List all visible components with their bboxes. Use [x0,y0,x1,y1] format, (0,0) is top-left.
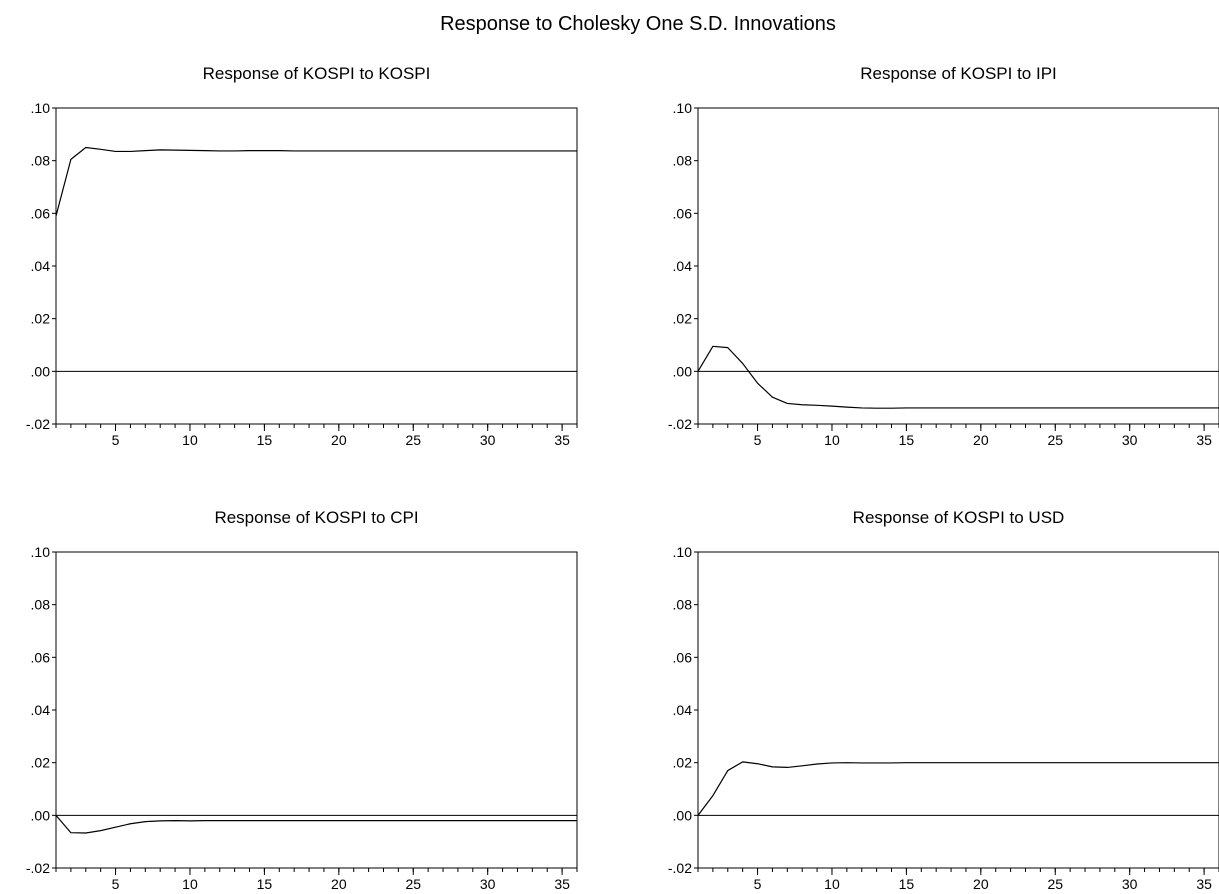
y-tick-label: .04 [673,258,693,274]
plot-frame [697,551,1219,869]
y-tick-label: .08 [673,153,693,169]
x-tick-label: 5 [112,432,120,448]
y-tick-label: .02 [31,311,51,327]
response-line [55,146,577,217]
x-tick-label: 35 [1196,876,1212,892]
response-line [55,814,577,834]
x-tick-label: 10 [824,432,840,448]
chart-panel-3: Response of KOSPI to CPI -.02 .00 .02 .04 .06… [26,508,578,892]
figure-title: Response to Cholesky One S.D. Innovation… [440,13,836,35]
x-tick-label: 30 [1122,432,1138,448]
x-tick-label: 30 [480,432,496,448]
x-tick-label: 5 [754,876,762,892]
y-tick-label: -.02 [668,416,692,432]
y-tick-label: .10 [31,100,51,116]
y-tick-label: .02 [31,755,51,771]
y-tick-label: .00 [31,807,51,823]
panel-title: Response of KOSPI to KOSPI [203,64,431,83]
plot-frame [697,107,1219,425]
x-tick-label: 25 [405,876,421,892]
x-tick-label: 15 [257,432,273,448]
panel-title: Response of KOSPI to USD [853,508,1065,527]
x-tick-label: 15 [257,876,273,892]
y-tick-label: -.02 [26,416,50,432]
y-tick-label: -.02 [26,860,50,876]
x-tick-label: 10 [182,876,198,892]
y-tick-label: .06 [673,649,693,665]
panel-title: Response of KOSPI to IPI [860,64,1057,83]
response-line [697,345,1219,409]
y-tick-label: .00 [673,363,693,379]
y-tick-label: .06 [31,205,51,221]
x-tick-label: 15 [899,432,915,448]
y-tick-label: .08 [31,153,51,169]
panels: Response of KOSPI to KOSPI -.02 .00 .02 .04.… [26,64,1219,892]
x-tick-label: 25 [1047,876,1063,892]
x-tick-label: 30 [1122,876,1138,892]
chart-panel-4: Response of KOSPI to USD -.02 .00 .02 .04 .06… [668,508,1219,892]
x-tick-label: 30 [480,876,496,892]
y-tick-label: .06 [673,205,693,221]
y-tick-label: .02 [673,311,693,327]
y-tick-label: .00 [673,807,693,823]
x-tick-label: 35 [554,876,570,892]
x-tick-label: 20 [973,876,989,892]
y-tick-label: .10 [31,544,51,560]
x-tick-label: 10 [182,432,198,448]
y-tick-label: .10 [673,544,693,560]
x-tick-label: 35 [554,432,570,448]
y-tick-label: .04 [31,702,51,718]
y-tick-label: .04 [673,702,693,718]
plot-frame [55,107,578,425]
x-tick-label: 5 [112,876,120,892]
x-tick-label: 20 [331,876,347,892]
y-tick-label: .10 [673,100,693,116]
panel-title: Response of KOSPI to CPI [214,508,418,527]
x-tick-label: 15 [899,876,915,892]
x-tick-label: 35 [1196,432,1212,448]
x-tick-label: 25 [1047,432,1063,448]
y-tick-label: .00 [31,363,51,379]
x-tick-label: 5 [754,432,762,448]
y-tick-label: .08 [31,597,51,613]
chart-panel-1: Response of KOSPI to KOSPI -.02 .00 .02 .04.… [26,64,578,448]
x-tick-label: 25 [405,432,421,448]
x-tick-label: 10 [824,876,840,892]
y-tick-label: .06 [31,649,51,665]
y-tick-label: .08 [673,597,693,613]
chart-panel-2: Response of KOSPI to IPI -.02 .00 .02 .04 .06… [668,64,1219,448]
y-tick-label: .04 [31,258,51,274]
response-line [697,761,1219,816]
y-tick-label: -.02 [668,860,692,876]
y-tick-label: .02 [673,755,693,771]
x-tick-label: 20 [973,432,989,448]
x-tick-label: 20 [331,432,347,448]
